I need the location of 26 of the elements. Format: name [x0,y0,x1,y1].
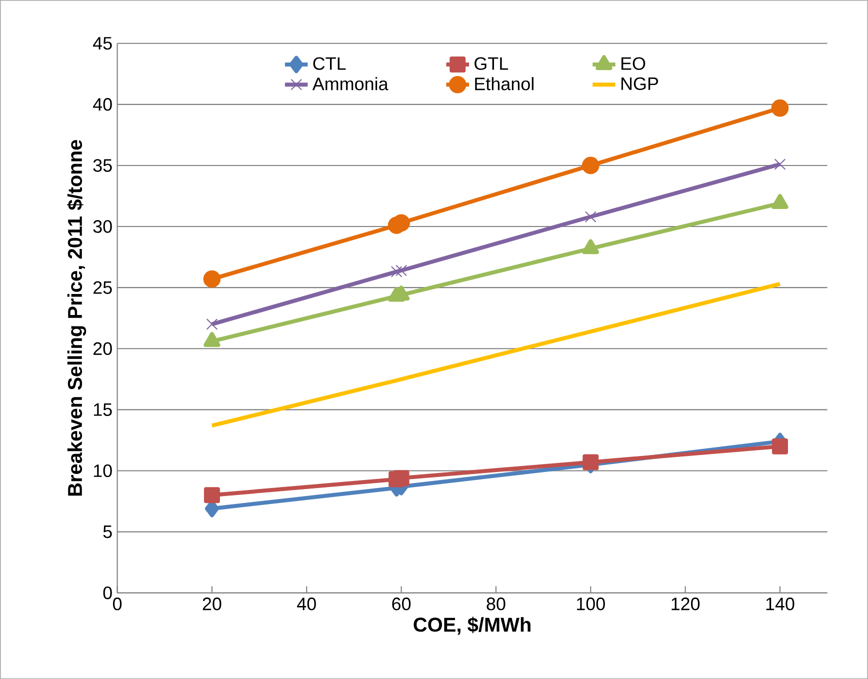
legend-label: NGP [621,77,658,90]
y-tick-label: 5 [103,525,112,538]
x-tick-label: 60 [392,597,411,610]
y-tick-label: 35 [93,159,112,172]
y-tick-label: 15 [94,403,112,416]
y-tick-label: 10 [94,464,112,478]
x-tick-label: 100 [577,597,605,610]
y-tick-label: 45 [93,37,112,50]
legend-label: EO [621,57,646,70]
y-tick-label: 20 [93,342,112,355]
x-tick-label: 20 [202,597,222,610]
y-axis-title: Breakeven Selling Price, 2011 $/tonne [67,140,86,496]
y-tick-label: 30 [93,220,112,233]
x-tick-label: 80 [486,597,506,610]
x-tick-label: 0 [113,597,122,610]
y-tick-label: 25 [93,281,112,294]
x-tick-label: 140 [766,597,794,610]
x-tick-label: 40 [297,597,316,610]
legend-label: GTL [474,57,508,70]
y-tick-label: 40 [93,98,112,111]
legend-label: Ethanol [475,77,534,90]
legend-label: CTL [313,57,346,70]
x-tick-label: 120 [672,597,700,610]
legend-label: Ammonia [312,77,388,90]
y-tick-label: 0 [103,586,112,600]
x-axis-title: COE, $/MWh [414,616,530,635]
